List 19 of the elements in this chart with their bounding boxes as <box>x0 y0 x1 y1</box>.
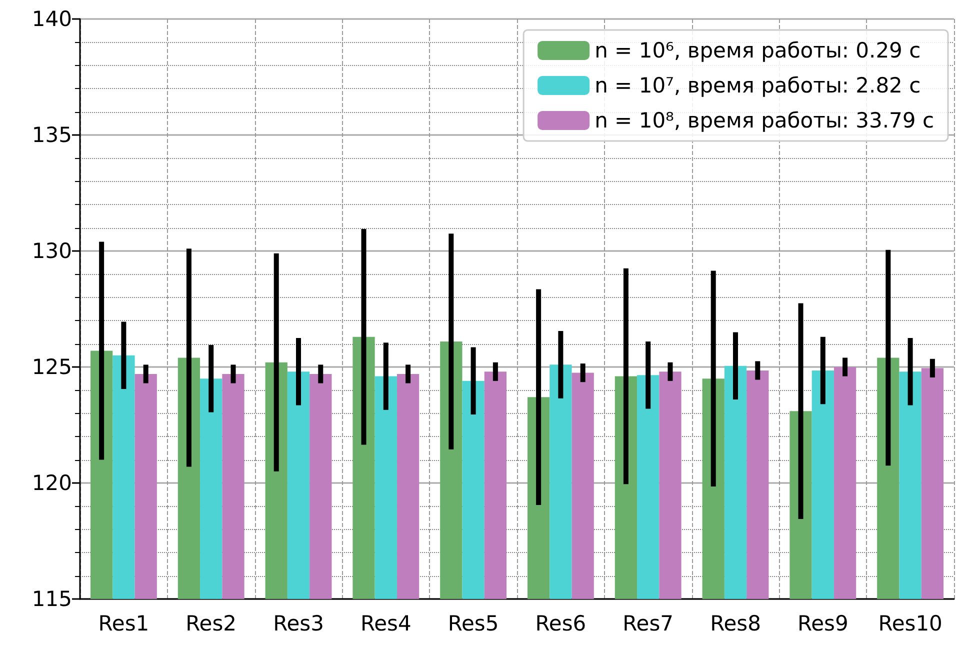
x-tick-label: Res4 <box>360 612 412 636</box>
x-tick-label: Res9 <box>797 612 848 636</box>
y-tick-label: 135 <box>32 123 72 147</box>
y-tick-label: 125 <box>32 355 72 379</box>
x-tick-label: Res1 <box>98 612 150 636</box>
x-tick-label: Res8 <box>710 612 761 636</box>
y-tick-label: 115 <box>32 587 72 611</box>
x-tick-label: Res6 <box>535 612 586 636</box>
legend-label: n = 10⁸, время работы: 33.79 с <box>594 108 934 132</box>
x-tick-label: Res10 <box>878 612 942 636</box>
x-tick-label: Res7 <box>622 612 674 636</box>
legend-label: n = 10⁷, время работы: 2.82 с <box>594 74 921 98</box>
legend-label: n = 10⁶, время работы: 0.29 с <box>594 38 921 62</box>
y-tick-label: 130 <box>32 239 72 263</box>
x-tick-label: Res2 <box>186 612 237 636</box>
y-tick-label: 140 <box>32 7 72 31</box>
y-tick-label: 120 <box>32 471 72 495</box>
x-tick-label: Res3 <box>273 612 324 636</box>
x-tick-label: Res5 <box>448 612 499 636</box>
